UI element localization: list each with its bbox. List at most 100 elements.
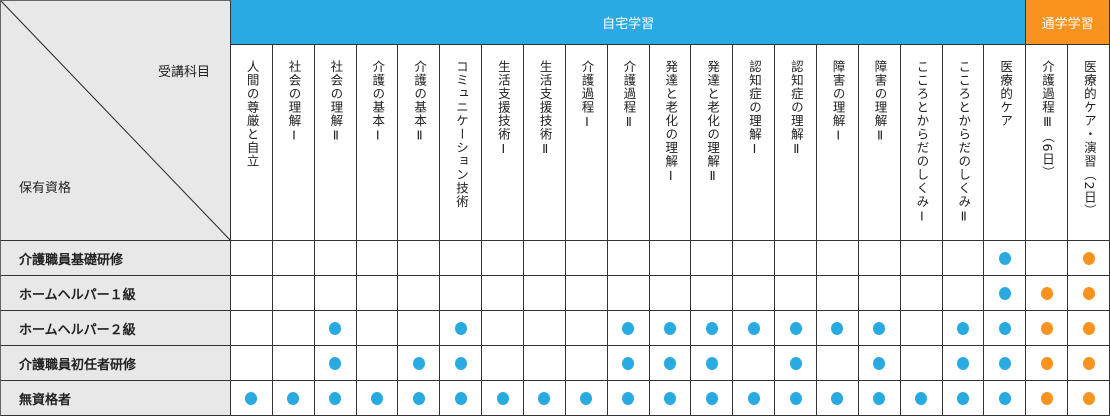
table-cell <box>942 311 985 346</box>
required-dot-icon <box>998 321 1011 335</box>
required-dot-icon <box>329 321 342 335</box>
table-cell <box>440 311 483 346</box>
column-header-label: 発達と老化の理解Ⅱ <box>705 60 721 184</box>
table-cell <box>356 381 399 416</box>
required-dot-icon <box>287 391 300 405</box>
table-cell <box>900 241 943 276</box>
required-dot-icon <box>622 356 635 370</box>
table-cell <box>524 241 566 276</box>
required-dot-icon <box>831 391 844 405</box>
column-header: 介護過程Ⅱ <box>607 45 650 241</box>
table-cell <box>524 381 566 416</box>
required-dot-icon <box>1040 321 1053 335</box>
table-cell <box>231 346 273 381</box>
column-header-label: こころとからだのしくみⅠ <box>914 60 930 225</box>
column-header-label: 介護過程Ⅱ <box>621 60 637 130</box>
table-cell <box>942 381 985 416</box>
table-cell <box>817 346 859 381</box>
column-header: 認知症の理解Ⅰ <box>733 45 776 241</box>
table-cell <box>482 381 524 416</box>
required-dot-icon <box>412 356 425 370</box>
required-dot-icon <box>329 391 342 405</box>
table-cell <box>775 381 817 416</box>
table-cell <box>1068 241 1110 276</box>
row-header: 介護職員初任者研修 <box>0 346 231 381</box>
table-cell <box>482 276 524 311</box>
table-cell <box>440 241 483 276</box>
table-cell <box>942 346 985 381</box>
column-header-label: 介護の基本Ⅰ <box>370 60 386 144</box>
table-cell <box>1068 381 1110 416</box>
table-cell <box>1026 241 1069 276</box>
row-header: 介護職員基礎研修 <box>0 241 231 276</box>
column-header: 生活支援技術Ⅱ <box>524 45 566 241</box>
column-header: 医療的ケア・演習（2日） <box>1068 45 1110 241</box>
subjects-label: 受講科目 <box>157 65 210 80</box>
required-dot-icon <box>956 356 969 370</box>
required-dot-icon <box>454 356 467 370</box>
column-header-label: こころとからだのしくみⅡ <box>956 60 972 225</box>
table-cell <box>398 381 441 416</box>
column-header-label: 障害の理解Ⅰ <box>830 60 846 144</box>
table-cell <box>817 381 859 416</box>
table-cell <box>649 346 692 381</box>
table-cell <box>649 276 692 311</box>
table-cell <box>272 346 315 381</box>
table-cell <box>691 346 734 381</box>
table-cell <box>649 241 692 276</box>
required-dot-icon <box>998 286 1011 300</box>
column-header-label: 介護の基本Ⅱ <box>412 60 428 144</box>
required-dot-icon <box>705 356 718 370</box>
required-dot-icon <box>873 391 886 405</box>
required-dot-icon <box>329 356 342 370</box>
required-dot-icon <box>1082 286 1095 300</box>
column-header: こころとからだのしくみⅡ <box>942 45 985 241</box>
table-cell <box>231 311 273 346</box>
required-dot-icon <box>998 356 1011 370</box>
required-dot-icon <box>705 321 718 335</box>
required-dot-icon <box>245 391 258 405</box>
required-dot-icon <box>789 356 802 370</box>
required-dot-icon <box>998 251 1011 265</box>
table-cell <box>817 276 859 311</box>
table-cell <box>314 311 357 346</box>
row-header: ホームヘルパー１級 <box>0 276 231 311</box>
table-cell <box>733 381 776 416</box>
table-cell <box>231 241 273 276</box>
required-dot-icon <box>956 321 969 335</box>
column-header-label: 医療的ケア <box>998 60 1014 128</box>
table-cell <box>440 346 483 381</box>
required-dot-icon <box>1040 356 1053 370</box>
column-header: コミュニケーション技術 <box>440 45 483 241</box>
required-dot-icon <box>1082 356 1095 370</box>
table-cell <box>1068 346 1110 381</box>
column-header: 発達と老化の理解Ⅰ <box>649 45 692 241</box>
table-cell <box>984 311 1027 346</box>
required-dot-icon <box>663 391 676 405</box>
qualification-label: 保有資格 <box>19 181 72 196</box>
column-header: 社会の理解Ⅱ <box>314 45 357 241</box>
table-cell <box>231 276 273 311</box>
column-header-label: 介護過程Ⅲ（6日） <box>1039 60 1055 180</box>
table-cell <box>733 311 776 346</box>
table-cell <box>775 311 817 346</box>
table-cell <box>565 276 608 311</box>
table-cell <box>733 346 776 381</box>
table-cell <box>1026 276 1069 311</box>
required-dot-icon <box>831 321 844 335</box>
table-cell <box>398 311 441 346</box>
required-dot-icon <box>538 391 551 405</box>
table-cell <box>272 311 315 346</box>
column-header-label: 認知症の理解Ⅰ <box>746 60 762 157</box>
diagonal-divider <box>1 1 232 242</box>
required-dot-icon <box>1082 391 1095 405</box>
required-dot-icon <box>789 391 802 405</box>
required-dot-icon <box>747 391 760 405</box>
column-header: 生活支援技術Ⅰ <box>482 45 524 241</box>
table-cell <box>314 381 357 416</box>
table-cell <box>398 276 441 311</box>
table-cell <box>314 276 357 311</box>
column-header: 人間の尊厳と自立 <box>231 45 273 241</box>
table-cell <box>314 241 357 276</box>
table-cell <box>942 241 985 276</box>
